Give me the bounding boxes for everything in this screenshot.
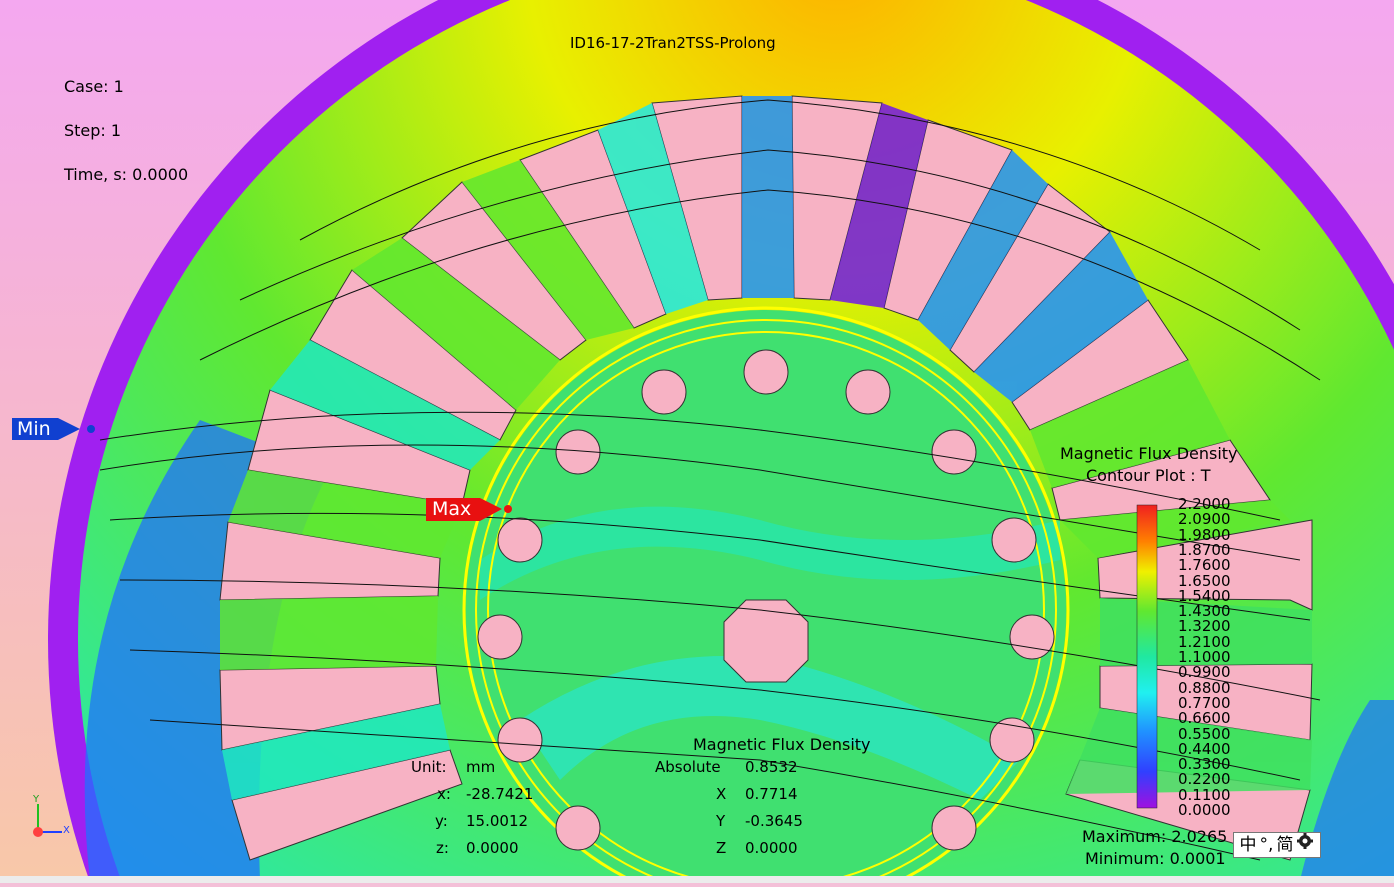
- ime-toolbar[interactable]: 中 °, 简: [1233, 832, 1321, 858]
- gear-icon[interactable]: [1296, 832, 1314, 858]
- min-marker-label: Min: [17, 418, 51, 440]
- probe-heading: Magnetic Flux Density: [693, 735, 871, 754]
- legend-value: 0.8800: [1178, 678, 1231, 697]
- rotor-flux-band-lower: [520, 656, 1020, 800]
- legend-value: 1.3200: [1178, 617, 1231, 636]
- rotor-flux-band: [480, 506, 1060, 600]
- legend-value: 2.0900: [1178, 510, 1231, 529]
- legend-value: 1.6500: [1178, 571, 1231, 590]
- legend-maximum: Maximum: 2.0265: [1082, 827, 1228, 846]
- probe-x-label: x:: [437, 785, 451, 803]
- airgap-ring-outer: [462, 306, 1070, 887]
- probe-unit-label: Unit:: [411, 758, 447, 776]
- probe-x-value: -28.7421: [466, 785, 534, 803]
- plot-title: ID16-17-2Tran2TSS-Prolong: [570, 34, 776, 52]
- legend-value: 0.9900: [1178, 663, 1231, 682]
- min-marker-point: [87, 425, 95, 433]
- yoke-low-flux-right: [1300, 700, 1394, 880]
- legend-value: 1.5400: [1178, 586, 1231, 605]
- airgap-ring-middle: [475, 319, 1057, 887]
- legend-subtitle: Contour Plot : T: [1086, 466, 1211, 485]
- probe-unit-value: mm: [466, 758, 496, 776]
- probe-z-value: 0.0000: [466, 839, 519, 857]
- legend-value: 0.5500: [1178, 724, 1231, 743]
- max-marker-point: [504, 505, 512, 513]
- legend-value: 2.2000: [1178, 495, 1231, 513]
- probe-bx-value: 0.7714: [745, 785, 798, 803]
- legend-value: 0.4400: [1178, 739, 1231, 758]
- step-label: Step: 1: [64, 121, 122, 140]
- legend-minimum: Minimum: 0.0001: [1085, 849, 1226, 868]
- legend-value: 0.0000: [1178, 801, 1231, 819]
- probe-abs-label: Absolute: [655, 758, 721, 776]
- legend-value: 1.2100: [1178, 632, 1231, 651]
- case-label: Case: 1: [64, 77, 124, 96]
- legend-value: 1.7600: [1178, 556, 1231, 575]
- legend-value: 1.8700: [1178, 540, 1231, 559]
- legend-title: Magnetic Flux Density: [1060, 444, 1238, 463]
- rotor-bars: [477, 349, 1055, 851]
- legend-value: 0.7700: [1178, 693, 1231, 712]
- axis-x-label: X: [63, 825, 70, 836]
- probe-by-value: -0.3645: [745, 812, 803, 830]
- probe-y-value: 15.0012: [466, 812, 529, 830]
- legend-value: 1.9800: [1178, 525, 1231, 544]
- min-marker-shape: [12, 418, 80, 440]
- legend-value: 1.4300: [1178, 602, 1231, 621]
- window-bottom-edge: [0, 876, 1394, 883]
- probe-bx-label: X: [716, 785, 727, 803]
- legend-value: 0.3300: [1178, 755, 1231, 774]
- axis-triad: [33, 804, 62, 837]
- ime-mode[interactable]: 中: [1239, 835, 1257, 855]
- legend-color-bar: [1136, 504, 1158, 809]
- ime-punctuation[interactable]: °,: [1259, 835, 1274, 855]
- probe-y-label: y:: [435, 812, 448, 830]
- shaft-hole: [723, 599, 809, 683]
- max-marker-shape: [426, 498, 502, 521]
- probe-z-label: z:: [436, 839, 449, 857]
- legend-value: 1.1000: [1178, 648, 1231, 666]
- legend-value: 0.6600: [1178, 709, 1231, 728]
- max-marker-label: Max: [432, 498, 472, 520]
- probe-bz-label: Z: [716, 839, 727, 857]
- probe-by-label: Y: [716, 812, 726, 830]
- flux-lines: [99, 99, 1321, 861]
- probe-bz-value: 0.0000: [745, 839, 798, 857]
- ime-script[interactable]: 简: [1276, 835, 1294, 855]
- axis-y-label: Y: [33, 794, 40, 805]
- airgap-ring-inner: [487, 331, 1045, 887]
- legend-value: 0.2200: [1178, 770, 1231, 789]
- probe-abs-value: 0.8532: [745, 758, 798, 776]
- time-label: Time, s: 0.0000: [64, 165, 189, 184]
- legend-value: 0.1100: [1178, 785, 1231, 804]
